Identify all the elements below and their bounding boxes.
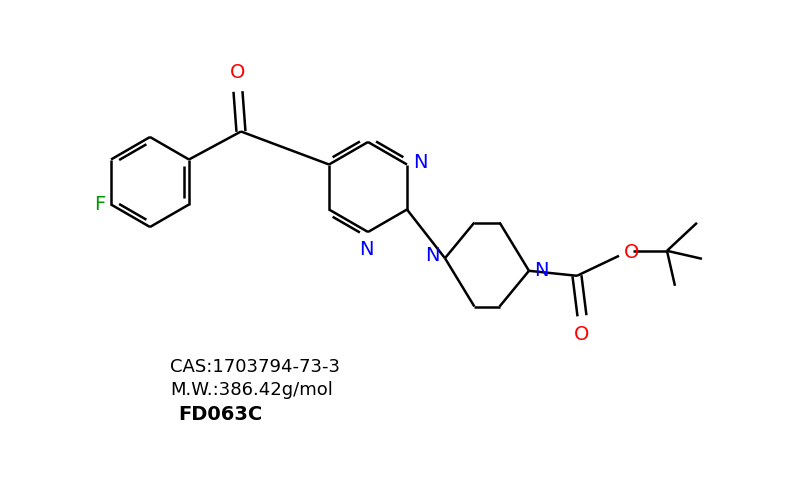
Text: FD063C: FD063C [178, 404, 262, 424]
Text: CAS:1703794-73-3: CAS:1703794-73-3 [170, 358, 340, 376]
Text: M.W.:386.42g/mol: M.W.:386.42g/mol [170, 381, 333, 399]
Text: O: O [624, 243, 639, 262]
Text: N: N [413, 153, 427, 172]
Text: F: F [94, 195, 105, 214]
Text: N: N [358, 240, 374, 259]
Text: N: N [426, 246, 440, 265]
Text: O: O [574, 325, 590, 344]
Text: O: O [230, 64, 246, 82]
Text: N: N [534, 261, 549, 281]
